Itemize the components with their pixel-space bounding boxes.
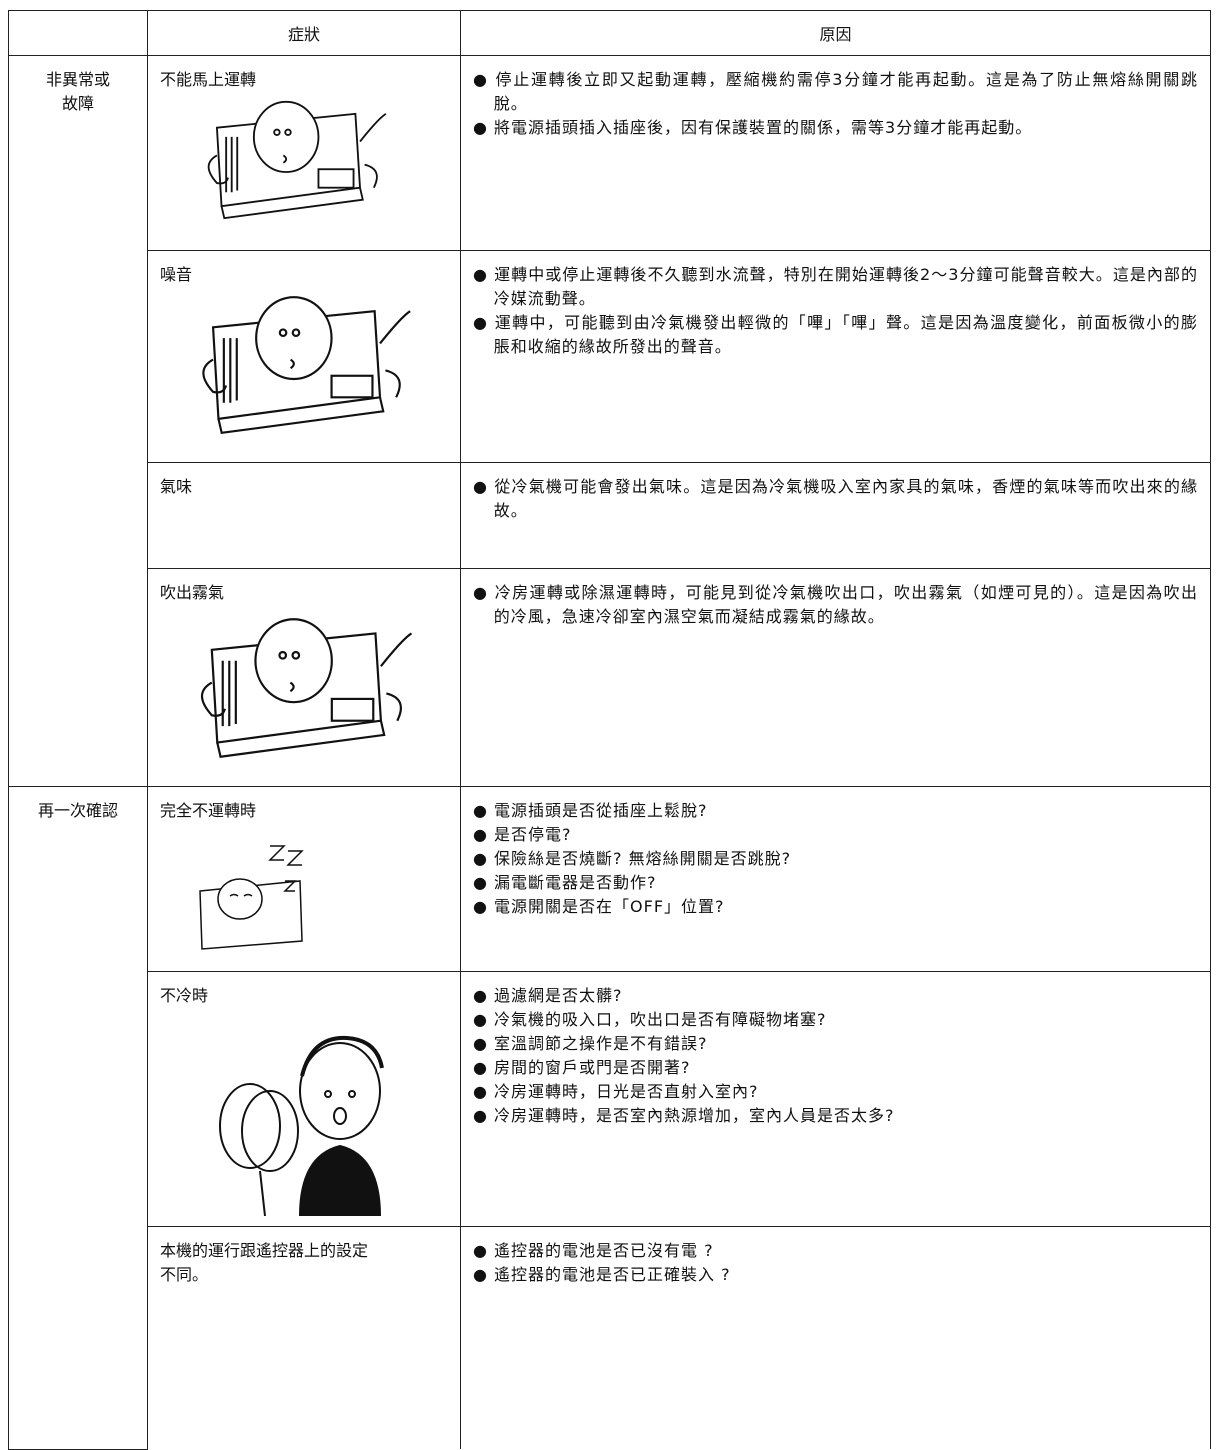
illustration <box>207 100 387 220</box>
cause-cell: ● 過濾網是否太髒? ● 冷氣機的吸入口，吹出口是否有障礙物堵塞? ● 室溫調節之操… <box>460 971 1211 1227</box>
cause-item: ● 是否停電? <box>473 825 572 844</box>
cause-item: ● 遙控器的電池是否已沒有電 ? <box>473 1241 714 1260</box>
row: 吹出霧氣 ● 冷房運轉或除濕運轉時，可能見到從冷氣機吹出口，吹出霧氣（如煙可見的… <box>9 568 1211 787</box>
header-row: 症狀 原因 <box>8 10 1211 56</box>
header-cell: 原因 <box>460 10 1211 56</box>
symptom-text: 噪音 <box>160 265 193 284</box>
symptom-cell: 完全不運轉時 <box>147 786 461 972</box>
cause-item: ● 冷房運轉或除濕運轉時，可能見到從冷氣機吹出口，吹出霧氣（如煙可見的）。這是因… <box>473 583 1198 626</box>
symptom-text: 本機的運行跟遙控器上的設定 不同。 <box>160 1241 369 1284</box>
symptom-cell: 本機的運行跟遙控器上的設定 不同。 <box>147 1226 461 1449</box>
row: 再一次確認 完全不運轉時 ● 電源插頭是否從插座上鬆脫? ● 是否停電? ● 保險絲是… <box>8 786 1211 1450</box>
page: 症狀 原因 非異常或 故障 不能馬上運轉 ● 停止運轉後立即又起動運轉，壓縮機約需… <box>8 10 1211 1450</box>
symptom-text: 完全不運轉時 <box>160 801 257 820</box>
illustration <box>200 618 413 758</box>
cause-item: ● 冷房運轉時，日光是否直射入室內? <box>473 1082 759 1101</box>
row: 噪音 ● 運轉中或停止運轉後不久聽到水流聲，特別在開始運轉後2～3分鐘可能聲音較… <box>9 250 1211 463</box>
cause-item: ● 冷房運轉時，是否室內熱源增加，室內人員是否太多? <box>473 1106 895 1125</box>
cause-cell: ● 從冷氣機可能會發出氣味。這是因為冷氣機吸入室內家具的氣味，香煙的氣味等而吹出… <box>460 462 1211 569</box>
cause-item: ● 將電源插頭插入插座後，因有保護裝置的關係，需等3分鐘才能再起動。 <box>473 118 1033 137</box>
troubleshooting-table: 症狀 原因 非異常或 故障 不能馬上運轉 ● 停止運轉後立即又起動運轉，壓縮機約需… <box>8 10 1211 1450</box>
symptom-cell: 不能馬上運轉 <box>147 55 461 251</box>
cause-item: ● 室溫調節之操作是不有錯誤? <box>473 1034 708 1053</box>
illustration <box>202 296 411 435</box>
illustration <box>219 1035 384 1216</box>
row: 本機的運行跟遙控器上的設定 不同。 ● 遙控器的電池是否已沒有電 ? ● 遙控器的電… <box>9 1226 1211 1449</box>
cause-item: ● 過濾網是否太髒? <box>473 986 623 1005</box>
cause-item: ● 冷氣機的吸入口，吹出口是否有障礙物堵塞? <box>473 1010 827 1029</box>
cause-item: ● 運轉中或停止運轉後不久聽到水流聲，特別在開始運轉後2～3分鐘可能聲音較大。這… <box>473 265 1198 308</box>
symptom-text: 氣味 <box>160 477 193 496</box>
symptom-cell: 氣味 <box>147 462 461 569</box>
group-label: 非異常或 故障 <box>8 55 148 787</box>
corner-cell <box>8 10 148 56</box>
symptom-cell: 噪音 <box>147 250 461 463</box>
symptom-text: 不冷時 <box>160 986 209 1005</box>
cause-item: ● 電源開關是否在「OFF」位置? <box>473 897 725 916</box>
group-label: 再一次確認 <box>8 786 148 1450</box>
cause-item: ● 房間的窗戶或門是否開著? <box>473 1058 691 1077</box>
symptom-cell: 不冷時 <box>147 971 461 1227</box>
cause-cell: ● 停止運轉後立即又起動運轉，壓縮機約需停3分鐘才能再起動。這是為了防止無熔絲開… <box>460 55 1211 251</box>
symptom-cell: 吹出霧氣 <box>147 568 461 787</box>
cause-item: ● 從冷氣機可能會發出氣味。這是因為冷氣機吸入室內家具的氣味，香煙的氣味等而吹出… <box>473 477 1198 520</box>
header-cell: 症狀 <box>147 10 461 56</box>
cause-cell: ● 電源插頭是否從插座上鬆脫? ● 是否停電? ● 保險絲是否燒斷? 無熔絲開關是否… <box>460 786 1211 972</box>
cause-item: ● 遙控器的電池是否已正確裝入 ? <box>473 1265 731 1284</box>
cause-cell: ● 運轉中或停止運轉後不久聽到水流聲，特別在開始運轉後2～3分鐘可能聲音較大。這… <box>460 250 1211 463</box>
row: 非異常或 故障 不能馬上運轉 ● 停止運轉後立即又起動運轉，壓縮機約需停3分鐘才能… <box>8 55 1211 787</box>
symptom-text: 吹出霧氣 <box>160 583 225 602</box>
row: 氣味 ● 從冷氣機可能會發出氣味。這是因為冷氣機吸入室內家具的氣味，香煙的氣味等而… <box>9 462 1211 569</box>
cause-cell: ● 遙控器的電池是否已沒有電 ? ● 遙控器的電池是否已正確裝入 ? <box>460 1226 1211 1449</box>
cause-item: ● 保險絲是否燒斷? 無熔絲開關是否跳脫? <box>473 849 792 868</box>
cause-item: ● 電源插頭是否從插座上鬆脫? <box>473 801 708 820</box>
row: 不冷時 ● 過濾網是否太髒? ● 冷氣機的吸入口，吹出口是否有障礙物堵塞? ● 室溫… <box>9 971 1211 1227</box>
cause-cell: ● 冷房運轉或除濕運轉時，可能見到從冷氣機吹出口，吹出霧氣（如煙可見的）。這是因… <box>460 568 1211 787</box>
illustration <box>199 845 304 950</box>
cause-item: ● 運轉中，可能聽到由冷氣機發出輕微的「嗶」「嗶」聲。這是因為溫度變化，前面板微… <box>473 313 1198 356</box>
symptom-text: 不能馬上運轉 <box>160 70 257 89</box>
cause-item: ● 漏電斷電器是否動作? <box>473 873 657 892</box>
cause-item: ● 停止運轉後立即又起動運轉，壓縮機約需停3分鐘才能再起動。這是為了防止無熔絲開… <box>473 70 1198 113</box>
